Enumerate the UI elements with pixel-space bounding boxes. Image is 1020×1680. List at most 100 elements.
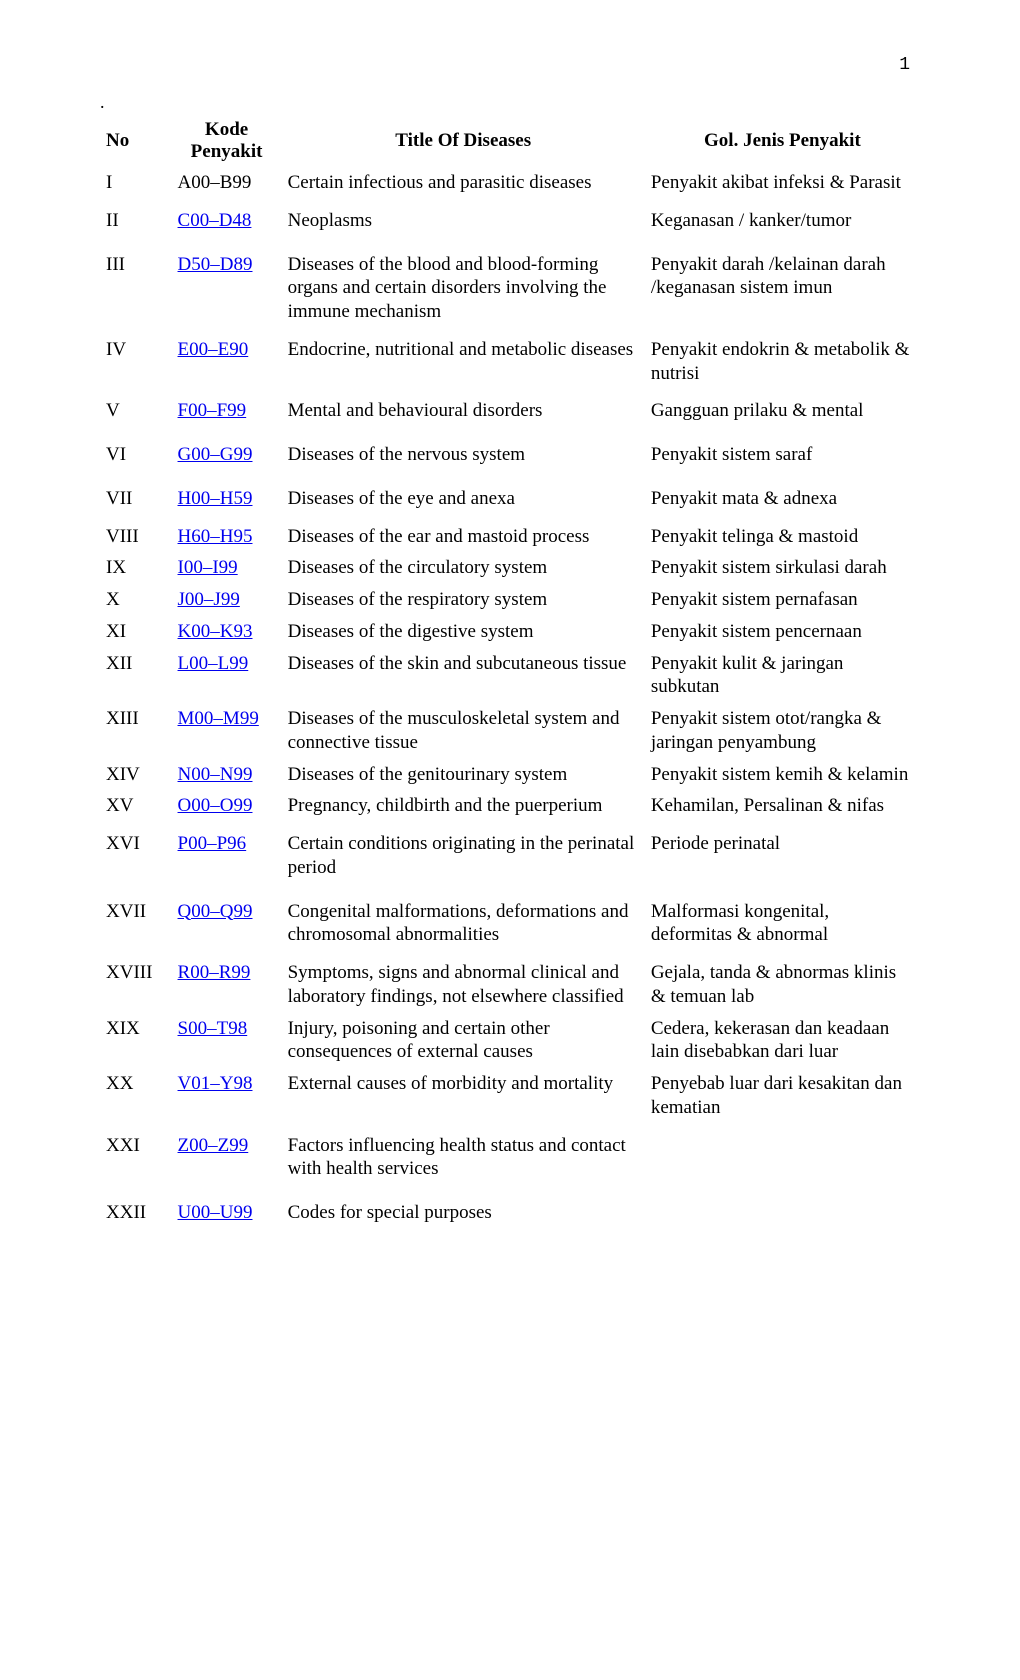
table-row: XIK00–K93Diseases of the digestive syste… <box>100 616 920 648</box>
row-gol: Penyakit sistem sirkulasi darah <box>645 552 920 584</box>
kode-link[interactable]: P00–P96 <box>178 833 247 854</box>
row-kode: D50–D89 <box>172 243 282 334</box>
kode-link[interactable]: S00–T98 <box>178 1018 248 1039</box>
row-kode: M00–M99 <box>172 703 282 759</box>
table-row: XIIL00–L99Diseases of the skin and subcu… <box>100 648 920 704</box>
row-gol: Penyakit endokrin & metabolik & nutrisi <box>645 334 920 390</box>
row-kode: J00–J99 <box>172 584 282 616</box>
row-number: VI <box>100 433 172 477</box>
row-title: Neoplasms <box>282 199 645 243</box>
row-title: Certain conditions originating in the pe… <box>282 822 645 890</box>
kode-link[interactable]: G00–G99 <box>178 444 253 465</box>
row-title: Mental and behavioural disorders <box>282 389 645 433</box>
table-row: XXI Z00–Z99 Factors influencing health sta… <box>100 1124 920 1192</box>
header-kode: Kode Penyakit <box>172 115 282 167</box>
row-title: Pregnancy, childbirth and the puerperium <box>282 790 645 822</box>
row-kode: F00–F99 <box>172 389 282 433</box>
kode-link[interactable]: H60–H95 <box>178 526 253 547</box>
row-gol: Gangguan prilaku & mental <box>645 389 920 433</box>
row-number: XIV <box>100 759 172 791</box>
row-number: X <box>100 584 172 616</box>
row-number: V <box>100 389 172 433</box>
table-row: IA00–B99Certain infectious and parasitic… <box>100 167 920 199</box>
row-number: XXI <box>100 1124 172 1192</box>
table-row: XX V01–Y98 External causes of morbidity an… <box>100 1068 920 1124</box>
table-row: V F00–F99 Mental and behavioural disorders… <box>100 389 920 433</box>
row-kode: P00–P96 <box>172 822 282 890</box>
row-kode: L00–L99 <box>172 648 282 704</box>
row-title: Factors influencing health status and co… <box>282 1124 645 1192</box>
row-title: Diseases of the eye and anexa <box>282 477 645 521</box>
row-number: II <box>100 199 172 243</box>
row-title: Diseases of the skin and subcutaneous ti… <box>282 648 645 704</box>
table-row: VIII H60–H95 Diseases of the ear and masto… <box>100 521 920 553</box>
row-gol: Penyebab luar dari kesakitan dan kematia… <box>645 1068 920 1124</box>
row-kode: Z00–Z99 <box>172 1124 282 1192</box>
row-title: Diseases of the musculoskeletal system a… <box>282 703 645 759</box>
kode-link[interactable]: E00–E90 <box>178 339 249 360</box>
row-kode: S00–T98 <box>172 1013 282 1069</box>
kode-link[interactable]: Q00–Q99 <box>178 901 253 922</box>
row-kode: K00–K93 <box>172 616 282 648</box>
table-row: II C00–D48 NeoplasmsKeganasan / kanker/tum… <box>100 199 920 243</box>
kode-link[interactable]: D50–D89 <box>178 254 253 275</box>
kode-link[interactable]: M00–M99 <box>178 708 259 729</box>
kode-link[interactable]: J00–J99 <box>178 589 240 610</box>
kode-link[interactable]: O00–O99 <box>178 795 253 816</box>
header-no: No <box>100 115 172 167</box>
kode-link[interactable]: K00–K93 <box>178 621 253 642</box>
kode-link[interactable]: C00–D48 <box>178 210 252 231</box>
row-number: XVIII <box>100 957 172 1013</box>
kode-link[interactable]: H00–H59 <box>178 488 253 509</box>
row-title: External causes of morbidity and mortali… <box>282 1068 645 1124</box>
row-gol: Penyakit darah /kelainan darah /keganasa… <box>645 243 920 334</box>
row-number: VII <box>100 477 172 521</box>
row-title: Diseases of the ear and mastoid process <box>282 521 645 553</box>
row-kode: N00–N99 <box>172 759 282 791</box>
row-gol: Kehamilan, Persalinan & nifas <box>645 790 920 822</box>
row-kode: H60–H95 <box>172 521 282 553</box>
table-row: XIXS00–T98Injury, poisoning and certain … <box>100 1013 920 1069</box>
table-body: IA00–B99Certain infectious and parasitic… <box>100 167 920 1235</box>
row-title: Certain infectious and parasitic disease… <box>282 167 645 199</box>
row-number: VIII <box>100 521 172 553</box>
table-row: IX I00–I99 Diseases of the circulatory sys… <box>100 552 920 584</box>
row-number: IX <box>100 552 172 584</box>
row-title: Diseases of the nervous system <box>282 433 645 477</box>
row-gol: Gejala, tanda & abnormas klinis & temuan… <box>645 957 920 1013</box>
kode-link[interactable]: U00–U99 <box>178 1202 253 1223</box>
row-kode: O00–O99 <box>172 790 282 822</box>
row-number: I <box>100 167 172 199</box>
row-gol: Penyakit kulit & jaringan subkutan <box>645 648 920 704</box>
kode-link[interactable]: F00–F99 <box>178 400 247 421</box>
table-row: VIG00–G99Diseases of the nervous systemP… <box>100 433 920 477</box>
row-kode: Q00–Q99 <box>172 890 282 958</box>
row-title: Diseases of the circulatory system <box>282 552 645 584</box>
row-gol: Penyakit sistem otot/rangka & jaringan p… <box>645 703 920 759</box>
kode-link[interactable]: R00–R99 <box>178 962 251 983</box>
row-title: Diseases of the respiratory system <box>282 584 645 616</box>
row-title: Codes for special purposes <box>282 1191 645 1235</box>
row-title: Diseases of the digestive system <box>282 616 645 648</box>
row-number: III <box>100 243 172 334</box>
header-title: Title Of Diseases <box>282 115 645 167</box>
row-gol: Keganasan / kanker/tumor <box>645 199 920 243</box>
kode-link[interactable]: V01–Y98 <box>178 1073 253 1094</box>
row-kode: R00–R99 <box>172 957 282 1013</box>
table-row: XVI P00–P96 Certain conditions originating… <box>100 822 920 890</box>
kode-link[interactable]: N00–N99 <box>178 764 253 785</box>
row-number: XX <box>100 1068 172 1124</box>
kode-link[interactable]: I00–I99 <box>178 557 238 578</box>
row-number: XVI <box>100 822 172 890</box>
kode-link[interactable]: L00–L99 <box>178 653 249 674</box>
row-gol: Penyakit sistem kemih & kelamin <box>645 759 920 791</box>
row-kode: G00–G99 <box>172 433 282 477</box>
row-gol: Penyakit mata & adnexa <box>645 477 920 521</box>
table-row: VII H00–H59 Diseases of the eye and anexaP… <box>100 477 920 521</box>
table-row: IVE00–E90Endocrine, nutritional and meta… <box>100 334 920 390</box>
row-kode: U00–U99 <box>172 1191 282 1235</box>
row-gol: Penyakit sistem pencernaan <box>645 616 920 648</box>
table-row: XIIIM00–M99Diseases of the musculoskelet… <box>100 703 920 759</box>
kode-link[interactable]: Z00–Z99 <box>178 1135 249 1156</box>
row-number: XIX <box>100 1013 172 1069</box>
